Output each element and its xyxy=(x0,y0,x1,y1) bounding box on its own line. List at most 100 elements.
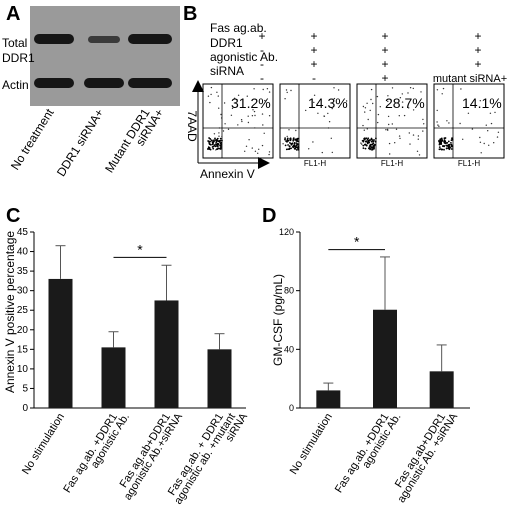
event-dot xyxy=(258,148,260,150)
y-tick-label: 80 xyxy=(284,286,294,296)
event-dot xyxy=(494,111,496,114)
sign-sirna: mutant siRNA+ xyxy=(433,73,507,85)
event-dot xyxy=(365,137,368,140)
event-dot xyxy=(296,139,298,142)
event-dot xyxy=(467,112,470,115)
event-dot xyxy=(244,150,246,152)
bar xyxy=(154,300,179,408)
event-dot xyxy=(448,122,450,124)
event-dot xyxy=(268,153,270,156)
event-dot xyxy=(217,95,219,97)
event-dot xyxy=(214,137,216,140)
event-dot xyxy=(483,142,485,145)
event-dot xyxy=(294,139,296,141)
event-dot xyxy=(216,145,219,148)
event-dot xyxy=(412,134,415,136)
event-dot xyxy=(245,145,248,147)
y-tick-label: 30 xyxy=(17,286,29,297)
event-dot xyxy=(363,137,366,140)
event-dot xyxy=(379,106,381,108)
event-dot xyxy=(263,132,265,134)
event-dot xyxy=(254,114,256,117)
event-dot xyxy=(284,138,286,141)
event-dot xyxy=(373,144,375,147)
event-dot xyxy=(254,127,256,129)
event-dot xyxy=(297,143,299,145)
event-dot xyxy=(330,137,332,139)
blot-band xyxy=(84,78,124,88)
event-dot xyxy=(372,102,374,105)
event-dot xyxy=(367,118,369,121)
row-label-actin: Actin xyxy=(2,78,29,92)
event-dot xyxy=(408,107,410,109)
event-dot xyxy=(313,101,315,104)
event-dot xyxy=(375,137,377,140)
panel-b-letter: B xyxy=(183,3,197,25)
event-dot xyxy=(219,148,222,150)
event-dot xyxy=(388,123,390,126)
event-dot xyxy=(423,123,425,125)
category-label: agonistic ab. +mutant xyxy=(172,411,238,506)
event-dot xyxy=(436,109,438,112)
event-dot xyxy=(210,138,212,141)
blot-band xyxy=(34,34,74,44)
event-dot xyxy=(218,107,220,109)
event-dot xyxy=(391,123,393,125)
event-dot xyxy=(362,140,365,143)
event-dot xyxy=(261,144,264,147)
event-dot xyxy=(438,148,441,151)
event-dot xyxy=(488,144,490,146)
y-tick-label: 25 xyxy=(17,305,29,316)
event-dot xyxy=(216,91,218,94)
event-dot xyxy=(257,152,259,154)
sign-agonistic: + xyxy=(381,57,388,71)
y-tick-label: 45 xyxy=(17,227,29,238)
event-dot xyxy=(479,136,481,139)
event-dot xyxy=(297,140,300,143)
event-dot xyxy=(437,124,439,126)
event-dot xyxy=(298,144,300,146)
event-dot xyxy=(289,137,292,140)
significance-star: * xyxy=(137,241,143,257)
event-dot xyxy=(364,140,367,143)
event-dot xyxy=(364,111,366,113)
event-dot xyxy=(371,141,373,143)
event-dot xyxy=(327,127,330,129)
x-arrow-head xyxy=(258,157,270,169)
event-dot xyxy=(223,102,226,104)
flow-plot: 14.3% FL1-H xyxy=(279,83,351,168)
panel-d-ylabel: GM-CSF (pg/mL) xyxy=(271,274,285,366)
event-dot xyxy=(236,99,238,101)
event-dot xyxy=(287,139,290,142)
fl1h-label: FL1-H xyxy=(458,159,480,168)
event-dot xyxy=(369,148,371,151)
event-dot xyxy=(440,142,442,144)
event-dot xyxy=(360,142,362,144)
y-tick-label: 40 xyxy=(284,344,294,354)
event-dot xyxy=(313,94,316,97)
event-dot xyxy=(288,148,291,151)
blot-band xyxy=(88,36,120,43)
sign-fas: + xyxy=(258,29,265,43)
event-dot xyxy=(291,142,294,145)
event-dot xyxy=(361,143,363,145)
sign-ddr1: - xyxy=(260,43,264,57)
y-tick-label: 0 xyxy=(22,403,28,414)
event-dot xyxy=(373,147,375,150)
event-dot xyxy=(251,147,253,149)
event-dot xyxy=(479,100,481,102)
event-dot xyxy=(286,141,288,143)
event-dot xyxy=(490,122,493,125)
event-dot xyxy=(369,143,372,146)
event-dot xyxy=(284,144,287,147)
event-dot xyxy=(442,87,445,90)
event-dot xyxy=(412,87,414,90)
event-dot xyxy=(208,148,211,150)
event-dot xyxy=(377,113,380,116)
y-tick-label: 0 xyxy=(289,403,294,413)
event-dot xyxy=(221,135,223,138)
event-dot xyxy=(218,132,220,134)
event-dot xyxy=(367,139,369,142)
event-dot xyxy=(230,114,233,117)
